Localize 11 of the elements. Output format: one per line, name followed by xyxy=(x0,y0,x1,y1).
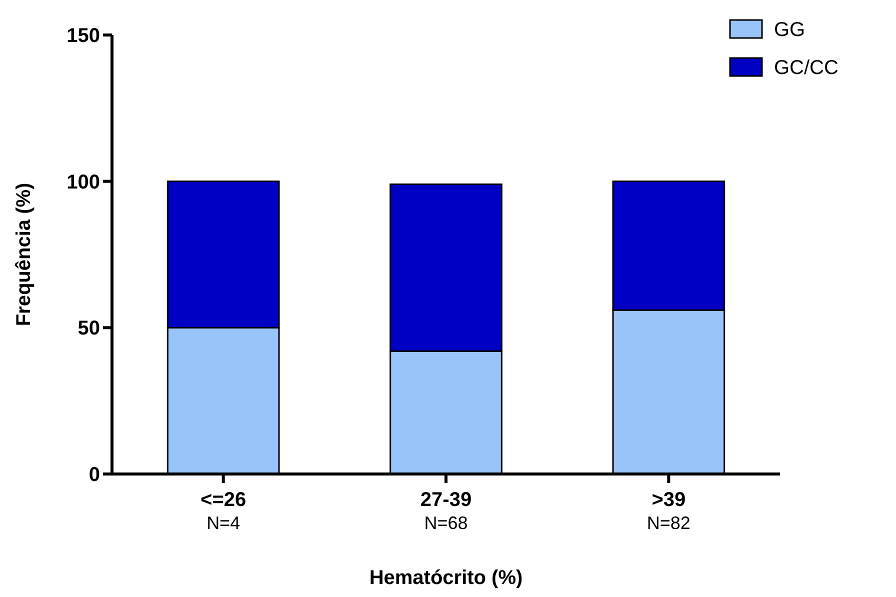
y-tick-label: 150 xyxy=(66,25,100,47)
legend-label: GC/CC xyxy=(774,57,838,79)
y-axis-title: Frequência (%) xyxy=(13,182,35,326)
y-tick-label: 100 xyxy=(66,171,100,194)
y-tick-label: 50 xyxy=(78,318,100,340)
x-tick-label: 27-39 N=68 xyxy=(420,489,472,533)
y-tick-label: 0 xyxy=(88,464,100,486)
x-axis-title: Hematócrito (%) xyxy=(369,567,523,589)
x-tick-label: >39 N=82 xyxy=(646,489,690,533)
legend-label: GG xyxy=(774,19,806,41)
x-tick-label: <=26 N=4 xyxy=(200,489,246,533)
